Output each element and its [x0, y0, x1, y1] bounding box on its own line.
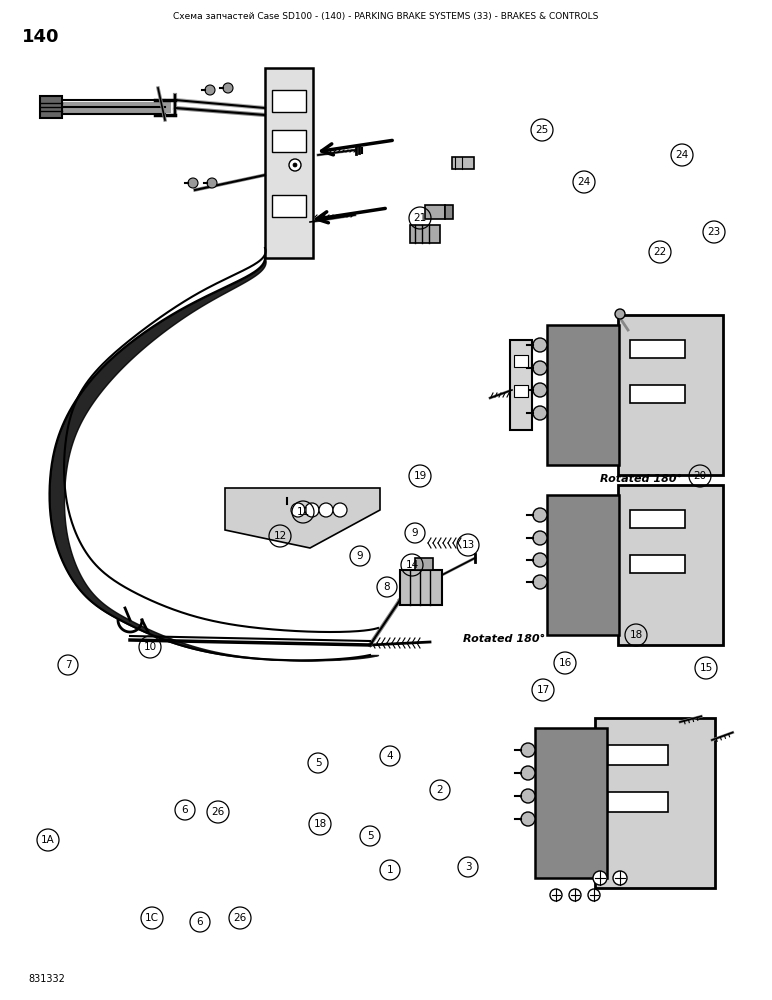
- Bar: [400, 570, 442, 605]
- Circle shape: [223, 83, 233, 93]
- Text: 25: 25: [535, 125, 549, 135]
- Circle shape: [521, 766, 535, 780]
- Text: 8: 8: [384, 582, 391, 592]
- Text: 6: 6: [197, 917, 203, 927]
- Circle shape: [613, 871, 627, 885]
- Text: 4: 4: [387, 751, 393, 761]
- Text: 21: 21: [413, 213, 427, 223]
- Polygon shape: [225, 488, 380, 548]
- Text: 14: 14: [405, 560, 418, 570]
- Text: 3: 3: [465, 862, 472, 872]
- Circle shape: [293, 163, 297, 167]
- Circle shape: [533, 406, 547, 420]
- Text: 20: 20: [693, 471, 706, 481]
- Bar: [618, 315, 723, 475]
- Circle shape: [319, 503, 333, 517]
- Circle shape: [205, 85, 215, 95]
- Circle shape: [188, 178, 198, 188]
- Text: Rotated 180°: Rotated 180°: [600, 474, 682, 484]
- Bar: [535, 728, 607, 878]
- Circle shape: [569, 889, 581, 901]
- Circle shape: [533, 508, 547, 522]
- Bar: [452, 157, 474, 169]
- Circle shape: [533, 338, 547, 352]
- Circle shape: [333, 503, 347, 517]
- Bar: [595, 718, 715, 888]
- Text: 140: 140: [22, 28, 59, 46]
- Bar: [618, 485, 723, 645]
- Bar: [630, 510, 685, 528]
- Text: 11: 11: [296, 507, 310, 517]
- Text: 10: 10: [144, 642, 157, 652]
- Text: 13: 13: [462, 540, 475, 550]
- Text: 17: 17: [537, 685, 550, 695]
- Bar: [514, 385, 528, 397]
- Bar: [514, 355, 528, 367]
- Text: 12: 12: [273, 531, 286, 541]
- Circle shape: [521, 812, 535, 826]
- Bar: [630, 555, 685, 573]
- Text: 22: 22: [653, 247, 667, 257]
- Circle shape: [291, 503, 305, 517]
- Circle shape: [533, 361, 547, 375]
- Bar: [415, 558, 433, 570]
- Bar: [547, 325, 619, 465]
- Bar: [608, 745, 668, 765]
- Bar: [272, 195, 306, 217]
- Circle shape: [289, 159, 301, 171]
- Circle shape: [207, 178, 217, 188]
- Text: 2: 2: [437, 785, 443, 795]
- Circle shape: [533, 553, 547, 567]
- Circle shape: [305, 503, 319, 517]
- Text: 5: 5: [315, 758, 321, 768]
- Text: Rotated 180°: Rotated 180°: [463, 634, 545, 644]
- Bar: [272, 130, 306, 152]
- Text: Схема запчастей Case SD100 - (140) - PARKING BRAKE SYSTEMS (33) - BRAKES & CONTR: Схема запчастей Case SD100 - (140) - PAR…: [173, 12, 599, 21]
- Text: 26: 26: [212, 807, 225, 817]
- Circle shape: [533, 383, 547, 397]
- Bar: [608, 792, 668, 812]
- Text: 19: 19: [413, 471, 427, 481]
- Text: 15: 15: [699, 663, 713, 673]
- Circle shape: [521, 743, 535, 757]
- Text: 18: 18: [629, 630, 642, 640]
- Circle shape: [550, 889, 562, 901]
- Bar: [265, 68, 313, 258]
- Circle shape: [521, 789, 535, 803]
- Bar: [272, 90, 306, 112]
- Bar: [410, 225, 440, 243]
- Circle shape: [615, 309, 625, 319]
- Text: 24: 24: [577, 177, 591, 187]
- Text: 9: 9: [411, 528, 418, 538]
- Bar: [630, 385, 685, 403]
- Text: 9: 9: [357, 551, 364, 561]
- Text: 7: 7: [65, 660, 71, 670]
- Text: 1: 1: [387, 865, 393, 875]
- Circle shape: [588, 889, 600, 901]
- Text: 1C: 1C: [145, 913, 159, 923]
- Bar: [445, 205, 453, 219]
- Text: 23: 23: [707, 227, 720, 237]
- Bar: [40, 96, 62, 118]
- Circle shape: [533, 575, 547, 589]
- Text: 16: 16: [558, 658, 571, 668]
- Circle shape: [593, 871, 607, 885]
- Bar: [630, 340, 685, 358]
- Text: 831332: 831332: [28, 974, 65, 984]
- Bar: [510, 340, 532, 430]
- Bar: [547, 495, 619, 635]
- Text: 26: 26: [233, 913, 246, 923]
- Text: 1A: 1A: [41, 835, 55, 845]
- Text: 6: 6: [181, 805, 188, 815]
- Text: 5: 5: [367, 831, 374, 841]
- Text: 24: 24: [676, 150, 689, 160]
- Bar: [425, 205, 445, 219]
- Circle shape: [533, 531, 547, 545]
- Text: 18: 18: [313, 819, 327, 829]
